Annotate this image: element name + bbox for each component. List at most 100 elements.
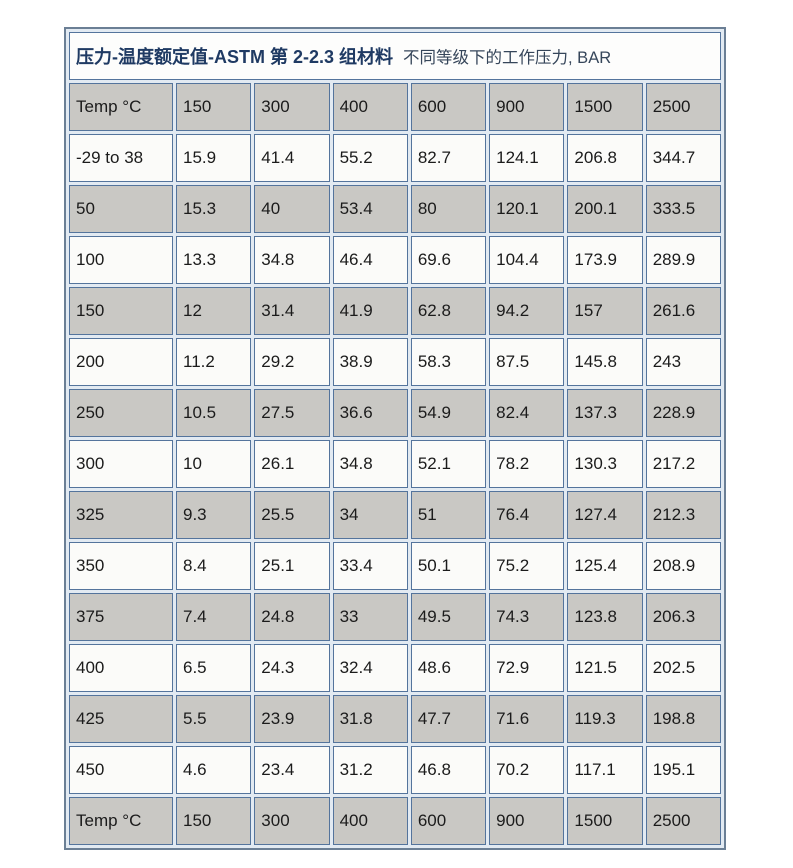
pressure-class-header: 900 bbox=[489, 797, 565, 845]
table-row: 200 11.2 29.2 38.9 58.3 87.5 145.8 243 bbox=[69, 338, 721, 386]
table-row: 300 10 26.1 34.8 52.1 78.2 130.3 217.2 bbox=[69, 440, 721, 488]
table-cell: 125.4 bbox=[567, 542, 643, 590]
row-header-temp: 50 bbox=[69, 185, 173, 233]
table-cell: 6.5 bbox=[176, 644, 252, 692]
table-cell: 198.8 bbox=[645, 695, 721, 743]
table-cell: 33 bbox=[332, 593, 408, 641]
table-cell: 195.1 bbox=[645, 746, 721, 794]
table-cell: 53.4 bbox=[332, 185, 408, 233]
table-cell: 228.9 bbox=[645, 389, 721, 437]
table-title: 压力-温度额定值-ASTM 第 2-2.3 组材料 不同等级下的工作压力, BAR bbox=[69, 32, 721, 80]
table-cell: 344.7 bbox=[645, 134, 721, 182]
row-header-temp: 250 bbox=[69, 389, 173, 437]
table-cell: 41.9 bbox=[332, 287, 408, 335]
table-cell: 72.9 bbox=[489, 644, 565, 692]
table-cell: 333.5 bbox=[645, 185, 721, 233]
table-cell: 69.6 bbox=[410, 236, 487, 284]
table-cell: 117.1 bbox=[567, 746, 643, 794]
table-cell: 62.8 bbox=[410, 287, 487, 335]
table-cell: 11.2 bbox=[176, 338, 252, 386]
table-cell: 206.3 bbox=[645, 593, 721, 641]
table-cell: 48.6 bbox=[410, 644, 487, 692]
table-cell: 58.3 bbox=[410, 338, 487, 386]
table-row: 100 13.3 34.8 46.4 69.6 104.4 173.9 289.9 bbox=[69, 236, 721, 284]
table-cell: 13.3 bbox=[176, 236, 252, 284]
table-row: 400 6.5 24.3 32.4 48.6 72.9 121.5 202.5 bbox=[69, 644, 721, 692]
row-header-temp: 150 bbox=[69, 287, 173, 335]
table-row: 50 15.3 40 53.4 80 120.1 200.1 333.5 bbox=[69, 185, 721, 233]
pressure-class-header: 150 bbox=[176, 797, 252, 845]
table-cell: 27.5 bbox=[254, 389, 330, 437]
table-cell: 94.2 bbox=[489, 287, 565, 335]
table-row: 425 5.5 23.9 31.8 47.7 71.6 119.3 198.8 bbox=[69, 695, 721, 743]
table-cell: 202.5 bbox=[645, 644, 721, 692]
table-cell: 52.1 bbox=[410, 440, 487, 488]
table-cell: 75.2 bbox=[489, 542, 565, 590]
table-cell: 104.4 bbox=[489, 236, 565, 284]
table-cell: 123.8 bbox=[567, 593, 643, 641]
pressure-class-header: 150 bbox=[176, 83, 252, 131]
table-cell: 173.9 bbox=[567, 236, 643, 284]
table-cell: 51 bbox=[410, 491, 487, 539]
row-header-temp: 350 bbox=[69, 542, 173, 590]
table-cell: 261.6 bbox=[645, 287, 721, 335]
table-cell: 76.4 bbox=[489, 491, 565, 539]
pressure-class-header: 1500 bbox=[567, 83, 643, 131]
table-row: -29 to 38 15.9 41.4 55.2 82.7 124.1 206.8 344.7 bbox=[69, 134, 721, 182]
table-cell: 137.3 bbox=[567, 389, 643, 437]
row-header-temp: 375 bbox=[69, 593, 173, 641]
table-cell: 25.5 bbox=[254, 491, 330, 539]
table-cell: 34.8 bbox=[332, 440, 408, 488]
table-row: 350 8.4 25.1 33.4 50.1 75.2 125.4 208.9 bbox=[69, 542, 721, 590]
table-cell: 29.2 bbox=[254, 338, 330, 386]
row-header-temp: 450 bbox=[69, 746, 173, 794]
table-cell: 121.5 bbox=[567, 644, 643, 692]
table-title-main: 压力-温度额定值-ASTM 第 2-2.3 组材料 bbox=[76, 47, 394, 67]
table-row: 150 12 31.4 41.9 62.8 94.2 157 261.6 bbox=[69, 287, 721, 335]
table-cell: 54.9 bbox=[410, 389, 487, 437]
table-cell: 31.4 bbox=[254, 287, 330, 335]
table-cell: 157 bbox=[567, 287, 643, 335]
table-cell: 212.3 bbox=[645, 491, 721, 539]
table-body: 压力-温度额定值-ASTM 第 2-2.3 组材料 不同等级下的工作压力, BAR… bbox=[69, 32, 721, 845]
pressure-class-header: 600 bbox=[410, 83, 487, 131]
table-cell: 32.4 bbox=[332, 644, 408, 692]
table-cell: 34.8 bbox=[254, 236, 330, 284]
table-cell: 31.2 bbox=[332, 746, 408, 794]
pressure-class-header: 400 bbox=[332, 83, 408, 131]
table-cell: 36.6 bbox=[332, 389, 408, 437]
table-cell: 26.1 bbox=[254, 440, 330, 488]
pressure-class-header: 400 bbox=[332, 797, 408, 845]
table-cell: 49.5 bbox=[410, 593, 487, 641]
table-cell: 82.4 bbox=[489, 389, 565, 437]
table-cell: 80 bbox=[410, 185, 487, 233]
table-cell: 4.6 bbox=[176, 746, 252, 794]
table-cell: 8.4 bbox=[176, 542, 252, 590]
header-row: Temp °C 150 300 400 600 900 1500 2500 bbox=[69, 83, 721, 131]
table-cell: 50.1 bbox=[410, 542, 487, 590]
table-cell: 40 bbox=[254, 185, 330, 233]
pressure-class-header: 300 bbox=[254, 83, 330, 131]
row-header-temp: 425 bbox=[69, 695, 173, 743]
table-cell: 243 bbox=[645, 338, 721, 386]
table-cell: 217.2 bbox=[645, 440, 721, 488]
table-cell: 31.8 bbox=[332, 695, 408, 743]
footer-row: Temp °C 150 300 400 600 900 1500 2500 bbox=[69, 797, 721, 845]
pressure-class-header: 900 bbox=[489, 83, 565, 131]
table-cell: 87.5 bbox=[489, 338, 565, 386]
table-cell: 78.2 bbox=[489, 440, 565, 488]
table-title-sub: 不同等级下的工作压力, BAR bbox=[403, 49, 612, 67]
table-row: 375 7.4 24.8 33 49.5 74.3 123.8 206.3 bbox=[69, 593, 721, 641]
table-cell: 47.7 bbox=[410, 695, 487, 743]
table-cell: 24.8 bbox=[254, 593, 330, 641]
table-cell: 23.4 bbox=[254, 746, 330, 794]
table-cell: 55.2 bbox=[332, 134, 408, 182]
table-cell: 124.1 bbox=[489, 134, 565, 182]
table-cell: 120.1 bbox=[489, 185, 565, 233]
table-cell: 5.5 bbox=[176, 695, 252, 743]
table-cell: 46.4 bbox=[332, 236, 408, 284]
table-row: 250 10.5 27.5 36.6 54.9 82.4 137.3 228.9 bbox=[69, 389, 721, 437]
table-cell: 41.4 bbox=[254, 134, 330, 182]
table-cell: 33.4 bbox=[332, 542, 408, 590]
table-row: 450 4.6 23.4 31.2 46.8 70.2 117.1 195.1 bbox=[69, 746, 721, 794]
